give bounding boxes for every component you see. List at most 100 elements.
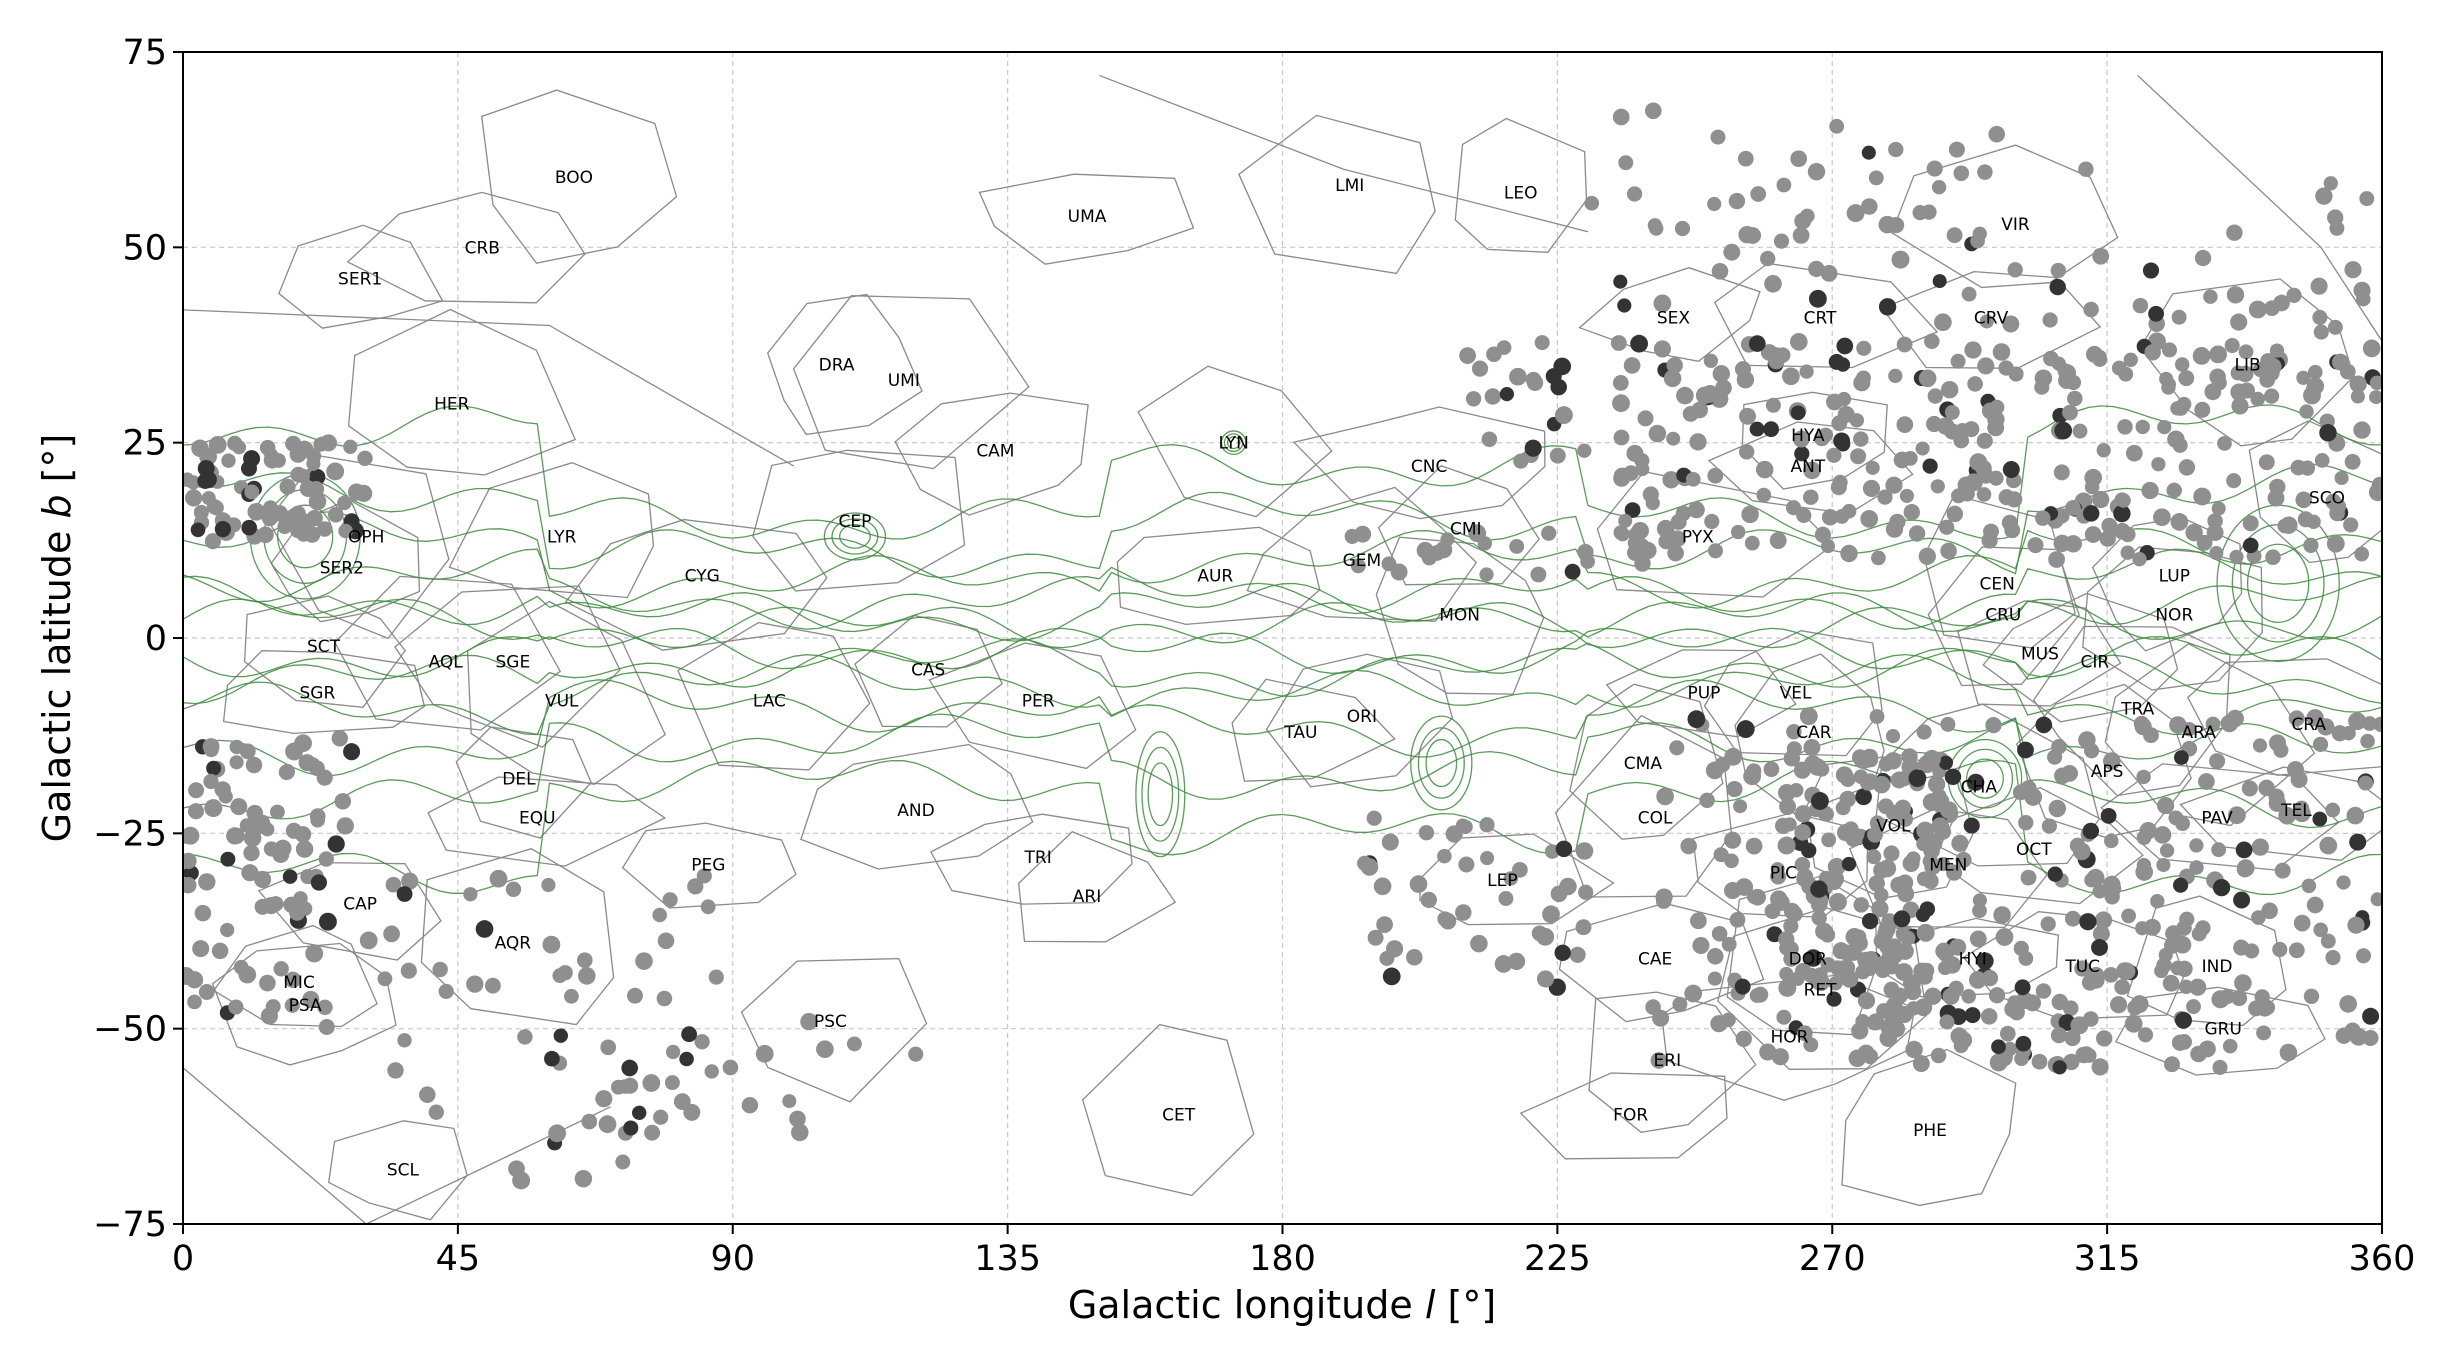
survey-field-969: [1687, 710, 1706, 729]
survey-field-583: [1703, 353, 1719, 368]
survey-field-88: [269, 804, 285, 820]
boundary-aur: [1116, 526, 1321, 626]
survey-field-1167: [1922, 853, 1938, 869]
survey-field-293: [1536, 927, 1555, 946]
survey-field-1123: [1810, 792, 1829, 810]
survey-field-307: [2350, 389, 2365, 404]
survey-field-589: [2306, 514, 2321, 529]
survey-field-963: [1729, 911, 1746, 928]
survey-field-1040: [1803, 1037, 1819, 1053]
survey-field-581: [1853, 431, 1869, 447]
survey-field-923: [1946, 864, 1963, 881]
survey-field-719: [1499, 387, 1514, 402]
survey-field-695: [2132, 297, 2149, 314]
survey-field-60: [338, 523, 353, 539]
survey-field-1185: [1923, 833, 1940, 850]
survey-field-400: [1967, 376, 1983, 392]
survey-field-1271: [2286, 287, 2302, 304]
constellation-label-scl: SCL: [387, 1160, 420, 1180]
survey-field-1251: [1873, 956, 1889, 972]
survey-field-78: [208, 500, 224, 516]
survey-field-687: [2327, 209, 2344, 226]
survey-field-501: [1689, 433, 1707, 451]
survey-field-1250: [2052, 1060, 2067, 1075]
survey-field-229: [652, 907, 667, 923]
survey-field-1017: [2231, 990, 2248, 1007]
survey-field-79: [243, 450, 261, 468]
survey-field-748: [2233, 891, 2251, 909]
survey-field-1041: [2358, 775, 2374, 791]
survey-field-1220: [2035, 983, 2052, 999]
survey-field-722: [1554, 406, 1573, 425]
survey-field-279: [1554, 944, 1571, 962]
contour-loop-4-0: [1135, 731, 1186, 858]
survey-field-970: [2279, 1043, 2298, 1062]
survey-field-1054: [1955, 851, 1972, 868]
survey-field-484: [1830, 479, 1847, 496]
survey-field-996: [2041, 818, 2058, 834]
survey-field-582: [2096, 443, 2111, 458]
survey-field-905: [2355, 948, 2372, 964]
survey-field-670: [1618, 155, 1634, 171]
survey-field-367: [2242, 537, 2259, 554]
survey-field-413: [1741, 505, 1759, 524]
survey-field-1064: [1841, 856, 1857, 872]
y-tick-label-3: 0: [145, 619, 167, 659]
survey-field-1069: [1853, 897, 1869, 913]
constellation-label-cas: CAS: [911, 660, 945, 680]
survey-field-1292: [1632, 524, 1647, 540]
survey-field-494: [2035, 510, 2051, 526]
constellation-label-per: PER: [1022, 692, 1055, 712]
constellation-label-ant: ANT: [1790, 457, 1825, 477]
survey-field-596: [1988, 470, 2004, 486]
survey-field-874: [2236, 861, 2253, 878]
survey-field-807: [2320, 933, 2336, 949]
survey-field-683: [2359, 191, 2375, 207]
survey-field-1219: [1862, 961, 1877, 977]
survey-field-650: [1926, 160, 1943, 177]
survey-field-1298: [1613, 525, 1629, 540]
survey-field-515: [2048, 551, 2066, 568]
survey-field-800: [1869, 709, 1885, 724]
boundary-mon: [1375, 536, 1545, 695]
survey-field-181: [696, 868, 712, 884]
survey-field-590: [1769, 532, 1787, 549]
survey-field-845: [2174, 750, 2189, 765]
survey-field-1025: [2012, 784, 2029, 801]
survey-field-560: [2325, 493, 2342, 510]
survey-field-1211: [1885, 997, 1903, 1014]
survey-field-1042: [1948, 980, 1964, 996]
survey-field-180: [397, 1033, 412, 1048]
contour-loop-3-1: [1417, 727, 1465, 799]
survey-field-464: [1623, 357, 1641, 374]
survey-field-235: [908, 1046, 924, 1062]
survey-field-133: [318, 851, 334, 867]
survey-field-665: [1878, 215, 1897, 234]
contour-loop-5-2: [2246, 543, 2310, 624]
survey-field-1120: [1894, 799, 1912, 817]
survey-field-644: [1861, 145, 1876, 160]
survey-field-861: [2256, 1025, 2272, 1041]
survey-field-77: [244, 484, 260, 500]
survey-field-206: [644, 1124, 661, 1141]
survey-field-725: [2306, 896, 2324, 914]
survey-field-954: [2274, 862, 2291, 879]
survey-field-888: [1776, 1009, 1792, 1025]
contour-bottom-4: [183, 713, 2382, 829]
survey-field-1159: [1896, 874, 1914, 892]
survey-field-1266: [2369, 375, 2382, 390]
survey-field-632: [1977, 164, 1993, 180]
survey-field-347: [1821, 509, 1839, 526]
survey-field-1037: [1743, 767, 1762, 786]
survey-field-939: [1733, 799, 1748, 814]
survey-field-1215: [2031, 1053, 2048, 1070]
survey-field-507: [2175, 357, 2190, 372]
survey-field-215: [544, 1050, 560, 1067]
survey-field-623: [1790, 150, 1808, 168]
survey-field-978: [1684, 984, 1703, 1003]
survey-field-1118: [1901, 748, 1918, 765]
constellation-label-sge: SGE: [495, 652, 530, 672]
survey-field-926: [2054, 767, 2071, 785]
survey-field-1190: [1835, 800, 1851, 816]
